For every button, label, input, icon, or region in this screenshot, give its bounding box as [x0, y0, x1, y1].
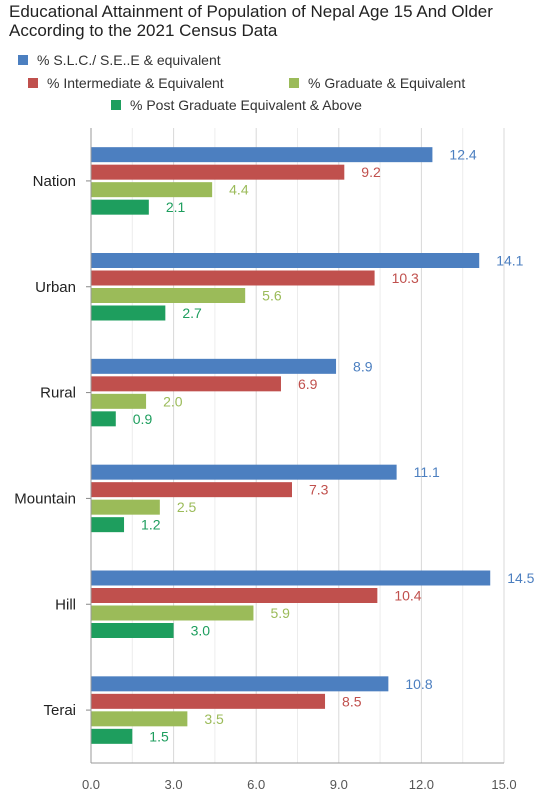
legend-swatch-intermediate: [28, 78, 38, 88]
data-label: 3.5: [204, 711, 224, 727]
legend-label-postgraduate: % Post Graduate Equivalent & Above: [130, 97, 362, 113]
category-label: Nation: [33, 173, 76, 190]
x-tick-label: 12.0: [409, 777, 434, 792]
legend-swatch-graduate: [289, 78, 299, 88]
legend-swatch-postgraduate: [111, 100, 121, 110]
legend-label-graduate: % Graduate & Equivalent: [308, 75, 466, 91]
legend-item-intermediate[interactable]: % Intermediate & Equivalent: [28, 75, 224, 91]
bar: [91, 305, 166, 321]
bar: [91, 199, 149, 215]
legend-item-postgraduate[interactable]: % Post Graduate Equivalent & Above: [111, 97, 362, 113]
bar: [91, 288, 246, 303]
data-label: 2.7: [182, 305, 202, 321]
data-label: 10.3: [392, 270, 419, 286]
data-label: 7.3: [309, 482, 329, 498]
data-label: 3.0: [191, 623, 211, 639]
legend-label-intermediate: % Intermediate & Equivalent: [47, 75, 224, 91]
data-label: 10.8: [405, 676, 432, 692]
x-tick-label: 9.0: [330, 777, 348, 792]
x-tick-label: 6.0: [247, 777, 265, 792]
data-label: 9.2: [361, 164, 381, 180]
bar: [91, 605, 254, 621]
bar: [91, 147, 433, 163]
bar: [91, 182, 213, 198]
data-label: 2.1: [166, 199, 186, 215]
data-label: 8.9: [353, 358, 373, 374]
legend: % S.L.C./ S.E..E & equivalent % Intermed…: [0, 0, 539, 120]
bar: [91, 499, 160, 515]
chart-title: Educational Attainment of Population of …: [9, 2, 493, 40]
bar: [91, 711, 188, 727]
category-label: Rural: [40, 385, 76, 402]
bar: [91, 270, 375, 286]
bar: [91, 253, 480, 268]
data-label: 14.1: [496, 253, 523, 269]
data-label: 5.9: [270, 605, 290, 621]
data-label: 11.1: [414, 464, 440, 480]
category-label: Mountain: [14, 490, 76, 507]
bar: [91, 728, 133, 744]
data-label: 2.0: [163, 393, 183, 409]
bar: [91, 482, 292, 498]
legend-label-slc: % S.L.C./ S.E..E & equivalent: [37, 52, 221, 68]
data-label: 5.6: [262, 288, 282, 304]
x-tick-label: 15.0: [491, 777, 516, 792]
bar: [91, 588, 378, 603]
bar: [91, 517, 125, 533]
data-label: 1.2: [141, 517, 161, 533]
bar: [91, 464, 397, 480]
data-label: 0.9: [133, 411, 153, 427]
legend-item-graduate[interactable]: % Graduate & Equivalent: [289, 75, 465, 91]
bar: [91, 393, 147, 409]
legend-item-slc[interactable]: % S.L.C./ S.E..E & equivalent: [18, 52, 221, 68]
data-label: 14.5: [507, 570, 534, 586]
category-label: Urban: [35, 279, 76, 296]
data-label: 4.4: [229, 182, 249, 198]
category-label: Hill: [55, 596, 76, 613]
bar: [91, 411, 116, 427]
data-label: 10.4: [394, 588, 421, 604]
category-label: Terai: [43, 702, 76, 719]
bar: [91, 676, 389, 692]
data-label: 12.4: [449, 147, 476, 163]
bar: [91, 570, 491, 586]
legend-swatch-slc: [18, 55, 28, 65]
data-label: 8.5: [342, 693, 362, 709]
data-label: 1.5: [149, 728, 169, 744]
x-tick-label: 0.0: [82, 777, 100, 792]
data-label: 6.9: [298, 376, 318, 392]
bar: [91, 693, 326, 709]
data-label: 2.5: [177, 499, 197, 515]
bar: [91, 358, 337, 374]
bar: [91, 376, 281, 392]
bar: [91, 164, 345, 180]
bar: [91, 623, 174, 638]
x-tick-label: 3.0: [165, 777, 183, 792]
